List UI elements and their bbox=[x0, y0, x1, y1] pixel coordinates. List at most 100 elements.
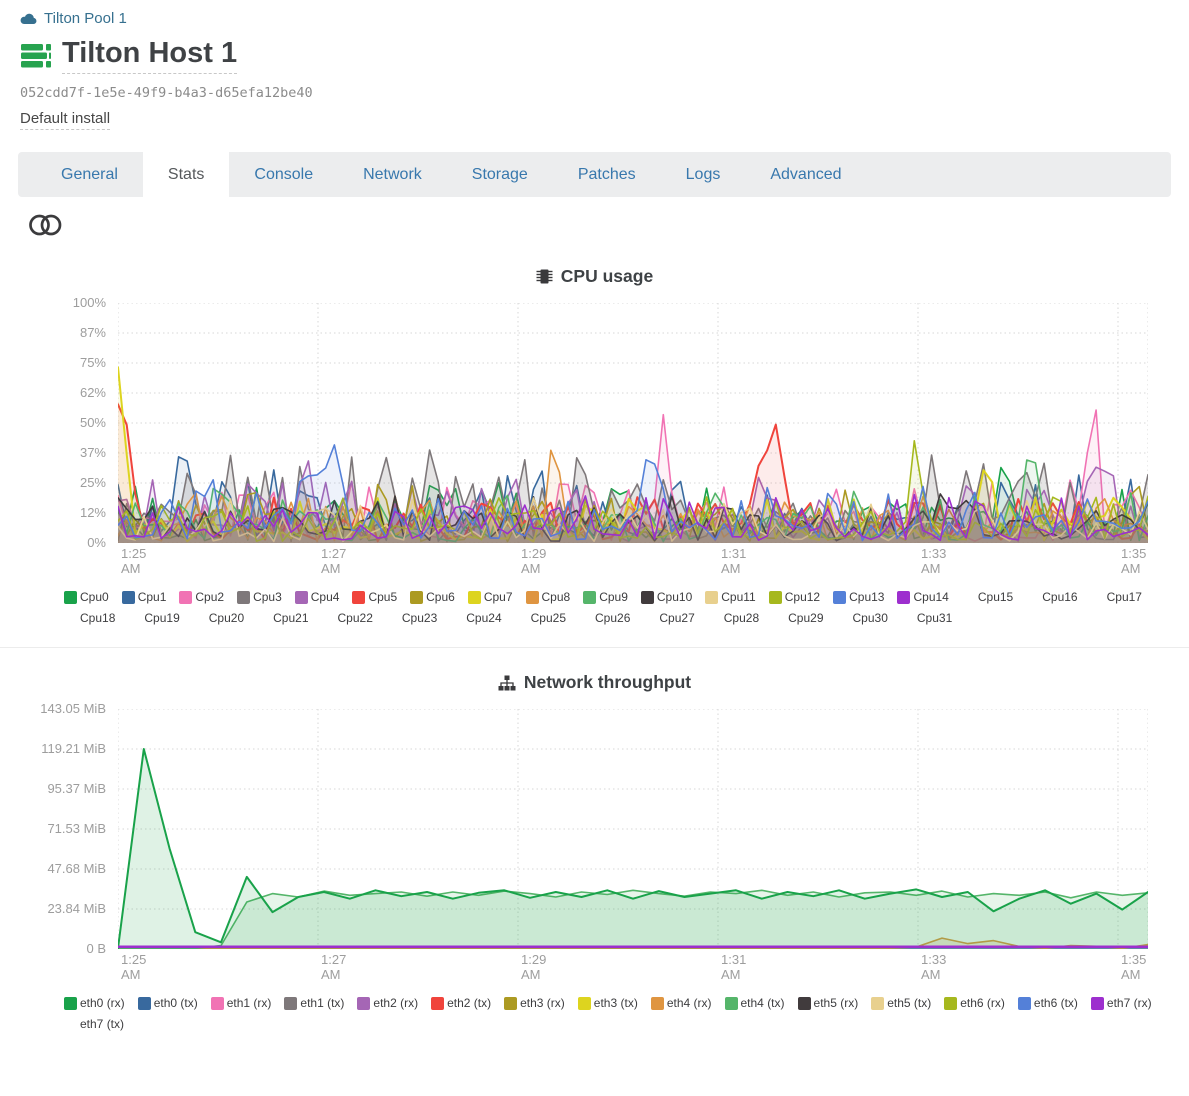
legend-label: eth2 (rx) bbox=[373, 996, 419, 1010]
cpu-legend-item-cpu20[interactable]: Cpu20 bbox=[193, 611, 244, 625]
network-legend-item-eth7tx[interactable]: eth7 (tx) bbox=[64, 1017, 124, 1031]
install-description[interactable]: Default install bbox=[20, 110, 111, 130]
cpu-legend-item-cpu30[interactable]: Cpu30 bbox=[837, 611, 888, 625]
legend-label: eth6 (rx) bbox=[960, 996, 1005, 1010]
cpu-legend-item-cpu7[interactable]: Cpu7 bbox=[467, 590, 513, 604]
legend-swatch bbox=[1017, 996, 1031, 1010]
network-legend: eth0 (rx) eth0 (tx) eth1 (rx) eth1 (tx) eth2… bbox=[64, 996, 1189, 1031]
cpu-legend-item-cpu22[interactable]: Cpu22 bbox=[322, 611, 373, 625]
legend-label: Cpu4 bbox=[310, 590, 340, 604]
cpu-legend-item-cpu17[interactable]: Cpu17 bbox=[1091, 590, 1142, 604]
cpu-legend-item-cpu3[interactable]: Cpu3 bbox=[237, 590, 282, 604]
tab-storage[interactable]: Storage bbox=[471, 165, 528, 183]
cpu-legend-item-cpu8[interactable]: Cpu8 bbox=[525, 590, 570, 604]
cpu-series-line-cpu12 bbox=[118, 440, 1148, 542]
cpu-legend-item-cpu11[interactable]: Cpu11 bbox=[705, 590, 756, 604]
cpu-legend-item-cpu26[interactable]: Cpu26 bbox=[579, 611, 630, 625]
legend-label: Cpu9 bbox=[599, 590, 628, 604]
cpu-chart-plot bbox=[118, 303, 1148, 543]
pool-breadcrumb-link[interactable]: Tilton Pool 1 bbox=[20, 10, 127, 27]
stats-granularity-toggle[interactable] bbox=[28, 213, 63, 240]
legend-swatch bbox=[797, 996, 811, 1010]
cpu-legend-item-cpu0[interactable]: Cpu0 bbox=[64, 590, 109, 604]
network-legend-item-eth7rx[interactable]: eth7 (rx) bbox=[1090, 996, 1152, 1010]
network-legend-item-eth2tx[interactable]: eth2 (tx) bbox=[431, 996, 491, 1010]
cpu-legend-item-cpu28[interactable]: Cpu28 bbox=[708, 611, 759, 625]
network-legend-item-eth0tx[interactable]: eth0 (tx) bbox=[137, 996, 198, 1010]
cpu-legend-item-cpu18[interactable]: Cpu18 bbox=[64, 611, 115, 625]
network-x-tick-label: 1:27 AM bbox=[321, 952, 347, 982]
cpu-legend-item-cpu27[interactable]: Cpu27 bbox=[643, 611, 694, 625]
cpu-usage-section: CPU usage 100% 87% 75% 62% 50% 37% 25% 12% 0% 1:… bbox=[0, 266, 1189, 625]
legend-swatch bbox=[284, 996, 298, 1010]
cpu-legend-item-cpu14[interactable]: Cpu14 bbox=[897, 590, 949, 604]
network-legend-item-eth4tx[interactable]: eth4 (tx) bbox=[724, 996, 785, 1010]
cpu-y-tick-label: 0% bbox=[87, 535, 106, 550]
network-legend-item-eth5rx[interactable]: eth5 (rx) bbox=[797, 996, 858, 1010]
legend-label: eth6 (tx) bbox=[1033, 996, 1078, 1010]
network-legend-item-eth6rx[interactable]: eth6 (rx) bbox=[944, 996, 1005, 1010]
cpu-legend-item-cpu1[interactable]: Cpu1 bbox=[121, 590, 167, 604]
cpu-legend-item-cpu10[interactable]: Cpu10 bbox=[640, 590, 692, 604]
legend-label: Cpu3 bbox=[253, 590, 282, 604]
legend-label: Cpu1 bbox=[137, 590, 167, 604]
legend-label: eth3 (rx) bbox=[520, 996, 565, 1010]
cpu-legend-item-cpu4[interactable]: Cpu4 bbox=[294, 590, 340, 604]
cpu-y-tick-label: 75% bbox=[79, 355, 106, 370]
cloud-icon bbox=[20, 13, 37, 25]
cpu-legend-item-cpu24[interactable]: Cpu24 bbox=[450, 611, 501, 625]
legend-swatch bbox=[583, 590, 597, 604]
stats-content: CPU usage 100% 87% 75% 62% 50% 37% 25% 12% 0% 1:… bbox=[0, 197, 1189, 1071]
network-legend-item-eth3tx[interactable]: eth3 (tx) bbox=[577, 996, 638, 1010]
network-y-tick-label: 47.68 MiB bbox=[47, 861, 106, 876]
network-chart-plot bbox=[118, 709, 1148, 949]
cpu-legend-item-cpu15[interactable]: Cpu15 bbox=[962, 590, 1013, 604]
cpu-legend-item-cpu9[interactable]: Cpu9 bbox=[583, 590, 628, 604]
legend-swatch bbox=[357, 996, 371, 1010]
legend-label: Cpu15 bbox=[977, 590, 1014, 604]
legend-label: Cpu21 bbox=[273, 611, 309, 625]
tab-general[interactable]: General bbox=[61, 165, 118, 183]
network-legend-item-eth4rx[interactable]: eth4 (rx) bbox=[650, 996, 712, 1010]
cpu-legend-item-cpu12[interactable]: Cpu12 bbox=[768, 590, 820, 604]
legend-swatch bbox=[294, 590, 308, 604]
network-legend-item-eth3rx[interactable]: eth3 (rx) bbox=[504, 996, 565, 1010]
cpu-y-tick-label: 12% bbox=[79, 505, 106, 520]
cpu-legend-item-cpu23[interactable]: Cpu23 bbox=[386, 611, 437, 625]
cpu-x-tick-label: 1:27 AM bbox=[321, 546, 347, 576]
cpu-y-axis: 100% 87% 75% 62% 50% 37% 25% 12% 0% bbox=[0, 295, 118, 550]
network-legend-item-eth1tx[interactable]: eth1 (tx) bbox=[284, 996, 344, 1010]
cpu-legend-item-cpu21[interactable]: Cpu21 bbox=[257, 611, 308, 625]
host-title[interactable]: Tilton Host 1 bbox=[62, 37, 238, 74]
network-legend-item-eth5tx[interactable]: eth5 (tx) bbox=[871, 996, 931, 1010]
sitemap-icon bbox=[498, 675, 516, 690]
tab-logs[interactable]: Logs bbox=[685, 165, 721, 183]
tab-network[interactable]: Network bbox=[363, 165, 422, 183]
legend-swatch bbox=[137, 996, 151, 1010]
legend-label: Cpu6 bbox=[426, 590, 455, 604]
network-legend-item-eth1rx[interactable]: eth1 (rx) bbox=[210, 996, 271, 1010]
network-chart-title: Network throughput bbox=[0, 672, 1189, 693]
legend-label: Cpu27 bbox=[659, 611, 695, 625]
cpu-legend-item-cpu19[interactable]: Cpu19 bbox=[128, 611, 179, 625]
network-legend-item-eth0rx[interactable]: eth0 (rx) bbox=[64, 996, 125, 1010]
network-y-tick-label: 119.21 MiB bbox=[41, 741, 106, 756]
network-legend-item-eth2rx[interactable]: eth2 (rx) bbox=[357, 996, 418, 1010]
cpu-legend-item-cpu5[interactable]: Cpu5 bbox=[352, 590, 397, 604]
cpu-x-tick-label: 1:35 AM bbox=[1121, 546, 1147, 576]
cpu-legend-item-cpu2[interactable]: Cpu2 bbox=[179, 590, 224, 604]
cpu-legend-item-cpu31[interactable]: Cpu31 bbox=[901, 611, 952, 625]
network-legend-item-eth6tx[interactable]: eth6 (tx) bbox=[1017, 996, 1078, 1010]
cpu-legend-item-cpu16[interactable]: Cpu16 bbox=[1026, 590, 1077, 604]
tab-advanced[interactable]: Advanced bbox=[770, 165, 842, 183]
network-series-area-eth4rx bbox=[118, 938, 1148, 949]
tab-console[interactable]: Console bbox=[254, 165, 314, 183]
cpu-legend-item-cpu6[interactable]: Cpu6 bbox=[410, 590, 455, 604]
cpu-legend-item-cpu25[interactable]: Cpu25 bbox=[515, 611, 566, 625]
cpu-legend-item-cpu29[interactable]: Cpu29 bbox=[772, 611, 823, 625]
tab-patches[interactable]: Patches bbox=[577, 165, 636, 183]
legend-label: Cpu18 bbox=[80, 611, 116, 625]
tab-stats[interactable]: Stats bbox=[142, 143, 230, 206]
cpu-legend-item-cpu13[interactable]: Cpu13 bbox=[833, 590, 884, 604]
microchip-icon bbox=[536, 269, 553, 284]
